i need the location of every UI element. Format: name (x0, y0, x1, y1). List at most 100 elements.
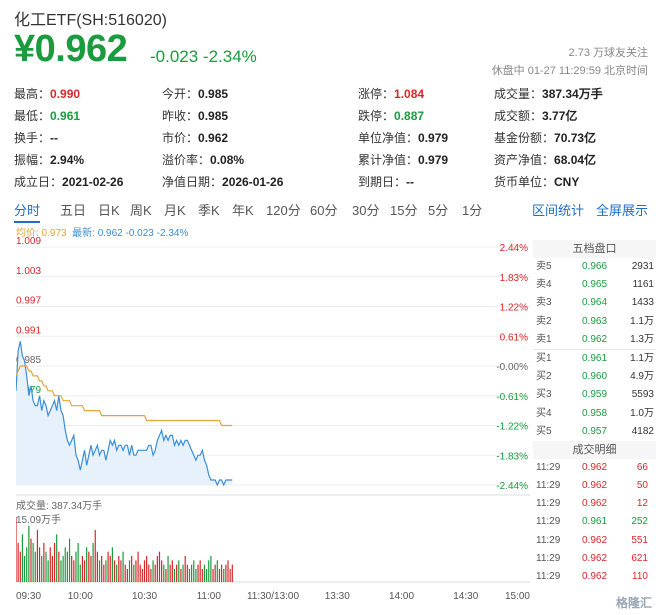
pct-tick-label: -1.22% (496, 422, 528, 433)
volume-bar (171, 560, 173, 582)
volume-bar (34, 551, 36, 582)
stat-label: 最低： (14, 109, 51, 123)
pct-tick-label: -0.61% (496, 392, 528, 403)
volume-bar (71, 556, 73, 582)
trade-time: 11:29 (536, 552, 561, 564)
volume-bar (23, 556, 26, 582)
volume-bar (210, 556, 212, 582)
tab-4[interactable]: 月K (164, 203, 186, 218)
volume-bar (133, 564, 135, 582)
stat-item: 跌停：0.887 (358, 107, 424, 124)
stat-item: 成立日：2021-02-26 (14, 173, 123, 190)
stat-item: 单位净值：0.979 (358, 129, 448, 146)
volume-bar (150, 569, 152, 582)
x-tick-label: 10:00 (68, 591, 93, 602)
tab-2[interactable]: 日K (98, 203, 120, 218)
x-tick-label: 14:00 (389, 591, 414, 602)
volume-bar (21, 534, 24, 582)
volume-bar (17, 543, 19, 582)
orderbook-row: 买5 0.957 4182 (533, 423, 656, 441)
tab-1[interactable]: 五日 (60, 203, 87, 218)
stat-value: -- (50, 131, 59, 145)
volume-max-label: 15.09万手 (16, 513, 61, 526)
stat-label: 振幅： (14, 153, 51, 167)
volume-bar (36, 530, 39, 582)
volume-bar (167, 556, 169, 582)
orderbook-divider (533, 348, 656, 350)
volume-bar (193, 560, 195, 582)
x-tick-label: 10:30 (132, 591, 157, 602)
volume-bar (66, 551, 68, 582)
orderbook-row: 卖1 0.962 1.3万 (533, 331, 656, 349)
volume-bar (156, 556, 158, 582)
stat-item: 振幅：2.94% (14, 151, 84, 168)
stat-value: 0.979 (418, 153, 449, 167)
stat-item: 净值日期：2026-01-26 (162, 173, 283, 190)
pct-tick-label: -1.83% (496, 451, 528, 462)
stats-row: 最高：0.990 今开：0.985 涨停：1.084 成交量：387.34万手 (14, 82, 650, 104)
volume-bar (180, 569, 182, 582)
volume-bar (229, 569, 231, 582)
trade-price: 0.962 (582, 480, 608, 492)
stat-label: 净值日期： (162, 175, 223, 189)
volume-bar (90, 556, 92, 582)
stat-label: 成立日： (14, 175, 63, 189)
volume-bar (186, 564, 188, 582)
price-change: -0.023 -2.34% (150, 47, 257, 66)
fullscreen-link[interactable]: 全屏展示 (596, 203, 649, 218)
orderbook-volume: 1433 (631, 297, 654, 309)
intraday-chart[interactable]: 1.009 2.44% 1.003 1.83% 0.997 1.22% 0.991 0.61%… (15, 236, 530, 615)
tab-12[interactable]: 1分 (462, 203, 483, 218)
tab-8[interactable]: 60分 (310, 203, 338, 218)
volume-bar (165, 569, 167, 582)
stat-value: 2.94% (50, 153, 85, 167)
stat-item: 资产净值：68.04亿 (494, 151, 596, 168)
volume-bar (216, 560, 218, 582)
volume-bar (98, 560, 101, 582)
orderbook-level: 买3 (536, 389, 552, 401)
trade-price: 0.962 (582, 498, 608, 510)
range-stats-link[interactable]: 区间统计 (532, 203, 585, 218)
x-tick-label: 11:00 (197, 591, 222, 602)
volume-bar (161, 560, 163, 582)
volume-bar (86, 547, 88, 582)
x-tick-label: 11:30/13:00 (247, 591, 300, 602)
stat-label: 换手： (14, 131, 51, 145)
tab-7[interactable]: 120分 (266, 203, 301, 218)
volume-bar (109, 556, 111, 582)
volume-bar (178, 560, 180, 582)
tab-3[interactable]: 周K (130, 203, 152, 218)
volume-bar (64, 547, 66, 582)
orderbook-price: 0.964 (582, 297, 608, 309)
price-tick-label: 0.997 (16, 296, 41, 307)
tab-5[interactable]: 季K (198, 203, 220, 218)
stat-item: 昨收：0.985 (162, 107, 228, 124)
tab-11[interactable]: 5分 (428, 203, 449, 218)
orderbook-volume: 2931 (631, 261, 654, 272)
volume-bar (163, 564, 165, 582)
orderbook-row: 卖2 0.963 1.1万 (533, 313, 656, 331)
pct-tick-label: -0.00% (496, 362, 528, 373)
trade-volume: 551 (631, 534, 648, 546)
tab-9[interactable]: 30分 (352, 203, 380, 218)
stat-item: 成交额：3.77亿 (494, 107, 577, 124)
trade-volume: 66 (636, 461, 648, 473)
volume-bar (148, 564, 150, 582)
trade-row: 11:29 0.962 551 (533, 532, 656, 550)
tab-6[interactable]: 年K (232, 203, 254, 218)
tab-10[interactable]: 15分 (390, 203, 418, 218)
volume-bar (122, 551, 124, 582)
stat-label: 最高： (14, 87, 51, 101)
volume-bar (28, 525, 30, 582)
volume-bar (173, 569, 176, 582)
stat-label: 单位净值： (358, 131, 419, 145)
orderbook-volume: 1.1万 (630, 315, 654, 327)
stat-value: CNY (554, 175, 580, 189)
stat-label: 昨收： (162, 109, 199, 123)
latest-area-fill (16, 341, 233, 485)
tab-0[interactable]: 分时 (14, 200, 41, 223)
volume-bar (191, 564, 193, 582)
stat-item: 涨停：1.084 (358, 85, 424, 102)
stat-value: 387.34万手 (542, 87, 603, 101)
orderbook-volume: 1161 (632, 279, 654, 291)
